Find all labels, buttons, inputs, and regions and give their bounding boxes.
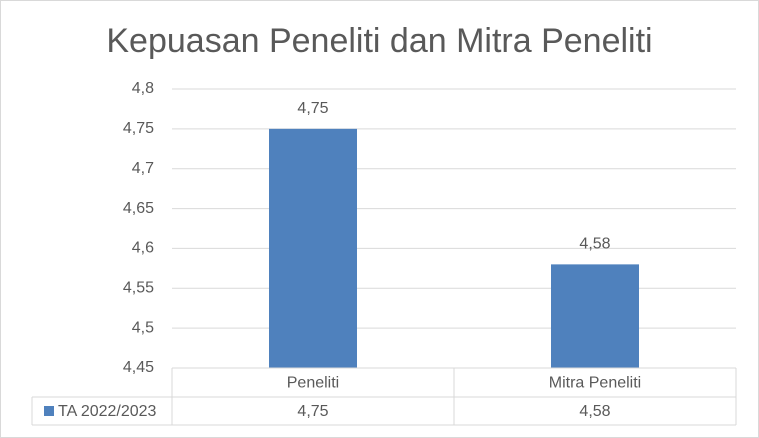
table-value-cell: 4,75 xyxy=(297,403,328,420)
table-value-cell: 4,58 xyxy=(579,403,610,420)
bar-value-label: 4,58 xyxy=(579,236,610,253)
category-label: Mitra Peneliti xyxy=(549,375,641,392)
bar xyxy=(269,128,357,368)
bar xyxy=(551,264,639,368)
y-tick-label: 4,6 xyxy=(132,240,154,257)
bar-value-label: 4,75 xyxy=(297,100,328,117)
y-tick-label: 4,5 xyxy=(132,319,154,336)
chart-title: Kepuasan Peneliti dan Mitra Peneliti xyxy=(106,22,653,60)
category-label: Peneliti xyxy=(287,375,339,392)
y-tick-label: 4,8 xyxy=(132,80,154,97)
y-tick-label: 4,45 xyxy=(123,359,154,376)
y-tick-label: 4,75 xyxy=(123,120,154,137)
legend-series-name: TA 2022/2023 xyxy=(58,403,157,420)
y-tick-label: 4,65 xyxy=(123,200,154,217)
y-tick-label: 4,7 xyxy=(132,160,154,177)
y-tick-label: 4,55 xyxy=(123,280,154,297)
legend-key xyxy=(44,406,54,416)
